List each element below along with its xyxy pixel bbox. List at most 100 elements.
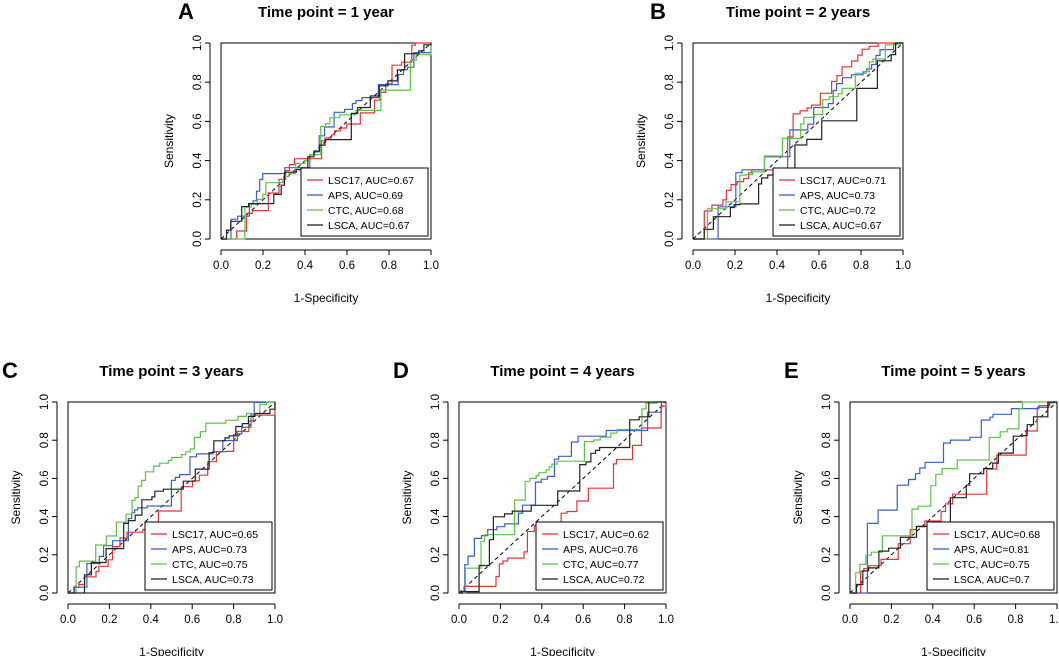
y-tick-label: 0.4 <box>430 508 442 525</box>
legend-label-ctc: CTC, AUC=0.68 <box>328 205 404 217</box>
legend: LSC17, AUC=0.67 APS, AUC=0.69 CTC, AUC=0.6… <box>300 167 429 237</box>
y-tick-label: 1.0 <box>821 394 833 410</box>
y-tick-label: 0.0 <box>664 231 676 247</box>
panel-letter: C <box>2 358 18 383</box>
reference-diagonal <box>220 42 432 240</box>
legend-label-lsca: LSCA, AUC=0.73 <box>172 574 254 586</box>
legend: LSC17, AUC=0.62 APS, AUC=0.76 CTC, AUC=0.7… <box>535 521 664 591</box>
y-axis-label: Sensitivity <box>400 470 414 524</box>
legend-label-lsca: LSCA, AUC=0.67 <box>800 220 882 232</box>
x-tick-label: 0.8 <box>617 614 633 626</box>
x-tick-label: 1.0 <box>658 614 674 626</box>
plot-frame <box>849 401 1058 594</box>
legend-label-aps: APS, AUC=0.76 <box>563 544 638 556</box>
roc-curve-ctc <box>459 401 666 594</box>
roc-curve-lsc17 <box>693 42 903 240</box>
y-tick-label: 0.6 <box>192 113 204 129</box>
x-tick-label: 0.4 <box>297 260 314 272</box>
roc-panel-b: B Time point = 2 years 0.0 0.0 0.2 0.2 0.4 0.4 0… <box>634 0 911 305</box>
roc-curve-lsc17 <box>850 401 1057 594</box>
x-tick-label: 0.6 <box>184 614 200 626</box>
roc-panel-d: D Time point = 4 years 0.0 0.0 0.2 0.2 0.4 0.4 0… <box>393 358 674 656</box>
x-tick-label: 1.0 <box>1049 614 1059 626</box>
y-tick-label: 0.2 <box>430 547 442 563</box>
roc-curve-lsca <box>693 42 903 240</box>
x-tick-label: 0.8 <box>381 260 397 272</box>
chart-title: Time point = 3 years <box>99 363 243 380</box>
legend: LSC17, AUC=0.71 APS, AUC=0.73 CTC, AUC=0.7… <box>772 167 901 237</box>
legend-label-ctc: CTC, AUC=0.77 <box>563 559 639 571</box>
y-tick-label: 1.0 <box>430 394 442 410</box>
roc-curve-aps <box>221 43 432 240</box>
x-tick-label: 0.0 <box>213 260 229 272</box>
legend-label-ctc: CTC, AUC=0.75 <box>954 559 1030 571</box>
y-tick-label: 0.6 <box>821 470 833 486</box>
roc-panel-e: E Time point = 5 years 0.0 0.0 0.2 0.2 0.4 0.4 0… <box>784 358 1059 656</box>
roc-curve-ctc <box>693 42 903 240</box>
y-tick-label: 0.2 <box>39 547 51 563</box>
roc-curve-aps <box>68 401 275 594</box>
panel-letter: E <box>784 358 799 383</box>
y-tick-label: 0.4 <box>664 152 676 169</box>
y-tick-label: 1.0 <box>664 35 676 51</box>
legend: LSC17, AUC=0.68 APS, AUC=0.81 CTC, AUC=0.7… <box>926 521 1055 591</box>
x-tick-label: 0.0 <box>685 260 701 272</box>
y-tick-label: 0.0 <box>192 231 204 247</box>
y-tick-label: 0.8 <box>430 432 442 448</box>
x-tick-label: 0.8 <box>853 260 869 272</box>
y-tick-label: 0.8 <box>192 74 204 90</box>
x-axis-label: 1-Specificity <box>530 645 595 656</box>
roc-curve-lsca <box>850 401 1058 594</box>
y-tick-label: 0.2 <box>821 547 833 563</box>
x-tick-label: 0.2 <box>101 614 117 626</box>
roc-curve-ctc <box>850 401 1057 594</box>
x-tick-label: 0.2 <box>727 260 743 272</box>
y-tick-label: 0.6 <box>39 470 51 486</box>
roc-curve-aps <box>693 42 903 240</box>
y-tick-label: 0.8 <box>39 432 51 448</box>
x-tick-label: 0.0 <box>842 614 858 626</box>
reference-diagonal <box>458 401 667 594</box>
chart-title: Time point = 4 years <box>490 363 634 380</box>
x-tick-label: 0.2 <box>492 614 508 626</box>
x-tick-label: 0.2 <box>883 614 899 626</box>
chart-title: Time point = 2 years <box>726 4 870 21</box>
x-tick-label: 1.0 <box>895 260 911 272</box>
plot-frame <box>67 401 276 594</box>
legend-label-lsca: LSCA, AUC=0.7 <box>954 574 1030 586</box>
y-tick-label: 0.0 <box>821 585 833 601</box>
y-axis-label: Sensitivity <box>162 114 176 168</box>
x-tick-label: 0.4 <box>534 614 551 626</box>
legend-label-ctc: CTC, AUC=0.72 <box>800 205 876 217</box>
x-tick-label: 0.6 <box>339 260 355 272</box>
x-axis-label: 1-Specificity <box>921 645 986 656</box>
legend-label-aps: APS, AUC=0.73 <box>172 544 247 556</box>
x-tick-label: 1.0 <box>423 260 439 272</box>
roc-panel-a: A Time point = 1 year 0.0 0.0 0.2 0.2 0.4 0.4 0.… <box>162 0 439 305</box>
legend-label-aps: APS, AUC=0.81 <box>954 544 1029 556</box>
x-tick-label: 0.6 <box>966 614 982 626</box>
y-tick-label: 0.6 <box>664 113 676 129</box>
x-tick-label: 0.6 <box>575 614 591 626</box>
chart-title: Time point = 1 year <box>258 4 394 21</box>
y-axis-label: Sensitivity <box>634 114 648 168</box>
y-axis-label: Sensitivity <box>9 470 23 524</box>
x-axis-label: 1-Specificity <box>294 291 359 305</box>
y-tick-label: 1.0 <box>39 394 51 410</box>
roc-curve-lsca <box>68 402 276 594</box>
roc-curve-ctc <box>68 401 275 594</box>
legend-label-lsc17: LSC17, AUC=0.68 <box>954 529 1040 541</box>
roc-curve-aps <box>459 401 666 594</box>
x-axis-label: 1-Specificity <box>139 645 204 656</box>
legend-label-lsca: LSCA, AUC=0.67 <box>328 220 410 232</box>
x-tick-label: 0.6 <box>811 260 827 272</box>
roc-panel-c: C Time point = 3 years 0.0 0.0 0.2 0.2 0.4 0.4 0… <box>2 358 283 656</box>
panel-letter: B <box>650 0 666 24</box>
panel-letter: A <box>178 0 194 24</box>
x-tick-label: 1.0 <box>267 614 283 626</box>
reference-diagonal <box>692 42 904 240</box>
legend-label-lsc17: LSC17, AUC=0.65 <box>172 529 258 541</box>
legend-label-lsc17: LSC17, AUC=0.67 <box>328 175 414 187</box>
x-tick-label: 0.2 <box>255 260 271 272</box>
